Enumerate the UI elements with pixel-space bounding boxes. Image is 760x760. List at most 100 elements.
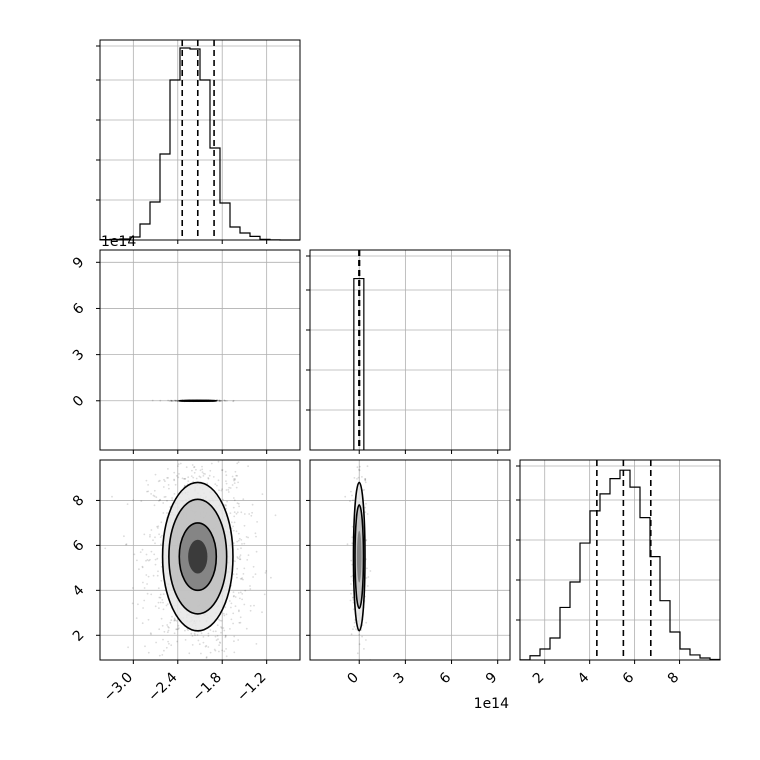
scatter-p1-p3-point [200, 632, 203, 635]
scatter-p1-p3-point [241, 598, 244, 601]
scatter-p1-p3-point [168, 626, 170, 629]
scatter-p2-p3-point [350, 490, 352, 493]
scatter-p2-p3-contour-1 [354, 504, 365, 610]
scatter-p1-p3-point [202, 636, 205, 638]
scatter-p1-p3-point [125, 543, 128, 546]
scatter-p1-p3-point [237, 639, 240, 641]
scatter-p1-p3-point [139, 551, 142, 553]
scatter-p1-p3-point [178, 473, 180, 475]
scatter-p1-p3-point [191, 644, 194, 646]
scatter-p1-p3-point [156, 574, 159, 577]
scatter-p1-p3-point [175, 628, 178, 631]
scatter-p1-p3-point [166, 477, 169, 479]
scatter-p1-p3-point [193, 632, 196, 635]
scatter-p2-p3-point [364, 511, 367, 514]
scatter-p1-p3-point [220, 626, 222, 628]
scatter-p1-p3-point [161, 624, 164, 627]
scatter-p2-p3-point [350, 583, 352, 585]
scatter-p2-p3-point [358, 468, 360, 471]
scatter-p1-p2-point [174, 399, 177, 402]
scatter-p1-p3-point [239, 621, 242, 624]
scatter-p1-p3-point [187, 480, 190, 482]
scatter-p1-p3-point [198, 643, 201, 646]
scatter-p1-p3-point [150, 529, 153, 531]
scatter-p1-p3-point [233, 635, 236, 638]
scatter-p1-p3-point [230, 521, 233, 524]
scatter-p2-p3-point [357, 476, 360, 479]
scatter-p1-p3-point [239, 558, 242, 561]
scatter-p1-p3-point [232, 529, 235, 532]
scatter-p2-p3-point [350, 559, 353, 562]
scatter-p1-p3-point [233, 479, 235, 482]
scatter-p1-p3-point [174, 483, 177, 486]
scatter-p1-p3-point [150, 550, 153, 553]
scatter-p1-p3-point [145, 479, 148, 482]
scatter-p2-p3-point [364, 506, 366, 509]
scatter-p1-p3-point [192, 476, 195, 479]
scatter-p1-p3-point [229, 512, 232, 515]
scatter-p1-p3-point [141, 622, 144, 625]
scatter-p1-p3-point [143, 587, 146, 589]
scatter-p1-p3-point [159, 596, 162, 599]
hist-p1-step [99, 47, 300, 241]
scatter-p1-p3-point [245, 536, 248, 538]
scatter-p1-p3-point [146, 559, 149, 561]
scatter-p1-p2-point [223, 399, 226, 402]
scatter-p1-p3-point [154, 605, 157, 608]
scatter-p1-p3-point [161, 654, 164, 656]
scatter-p1-p3-point [233, 515, 236, 518]
scatter-p1-p3-point [207, 632, 210, 635]
scatter-p2-p3-point [352, 608, 355, 611]
scatter-p1-p3-point [232, 595, 235, 598]
scatter-p2-p3-point [353, 621, 356, 624]
scatter-p1-p3-point [234, 560, 236, 563]
scatter-p1-p3-point [157, 587, 160, 590]
scatter-p1-p3-point [217, 638, 219, 641]
scatter-p2-p3-point [367, 576, 370, 578]
scatter-p1-p3-point [254, 532, 257, 535]
scatter-p1-p3-point [185, 466, 188, 469]
scatter-p1-p3-point [224, 636, 227, 639]
scatter-p1-p3-point [170, 644, 173, 647]
scatter-p1-p3-point [253, 604, 255, 607]
scatter-p1-p3-point [159, 601, 162, 604]
scatter-p1-p2-point [220, 400, 223, 402]
scatter-p1-p3-point [173, 617, 176, 620]
scatter-p1-p3-point [244, 589, 247, 592]
scatter-p1-p3-point [141, 548, 144, 551]
scatter-p1-p2-point [219, 399, 222, 402]
scatter-p1-p3-point [164, 495, 167, 498]
scatter-p1-p3-point [202, 472, 205, 475]
scatter-p1-p2-frame [99, 249, 301, 451]
scatter-p1-p2-point [171, 399, 173, 402]
scatter-p1-p3-point [173, 471, 176, 474]
scatter-p1-p3-point [158, 596, 161, 599]
scatter-p1-p3-point [154, 542, 156, 545]
scatter-p1-p3-point [229, 487, 232, 489]
scatter-p1-p3-point [167, 629, 170, 632]
scatter-p1-p3-point [223, 650, 226, 653]
scatter-p2-p3-point [364, 479, 367, 482]
scatter-p1-p3-point [163, 478, 165, 481]
scatter-p1-p3-point [157, 480, 160, 483]
scatter-p1-p3-point [239, 591, 242, 594]
scatter-p1-p3-plot-area [104, 460, 277, 660]
scatter-p1-p3-point [173, 493, 176, 495]
scatter-p1-p2-point [170, 400, 173, 402]
scatter-p1-p2-plot-area [151, 399, 235, 403]
scatter-p1-p3-point [247, 536, 250, 539]
scatter-p1-p2-point [173, 399, 176, 402]
scatter-p2-p3-point [352, 596, 354, 599]
scatter-p2-p3-point [350, 633, 353, 636]
scatter-p1-p3-point [166, 631, 169, 634]
scatter-p1-p3-point [220, 631, 222, 634]
scatter-p2-p3-point [359, 465, 361, 468]
scatter-p1-p3-point [202, 475, 205, 477]
scatter-p1-p3-point [254, 573, 257, 575]
scatter-p1-p3-point [238, 609, 240, 612]
scatter-p1-p3-point [232, 542, 235, 544]
scatter-p1-p3-point [232, 591, 235, 593]
scatter-p1-p3-point [239, 577, 242, 580]
scatter-p1-p3-point [231, 484, 234, 486]
scatter-p1-p3-point [207, 477, 210, 480]
